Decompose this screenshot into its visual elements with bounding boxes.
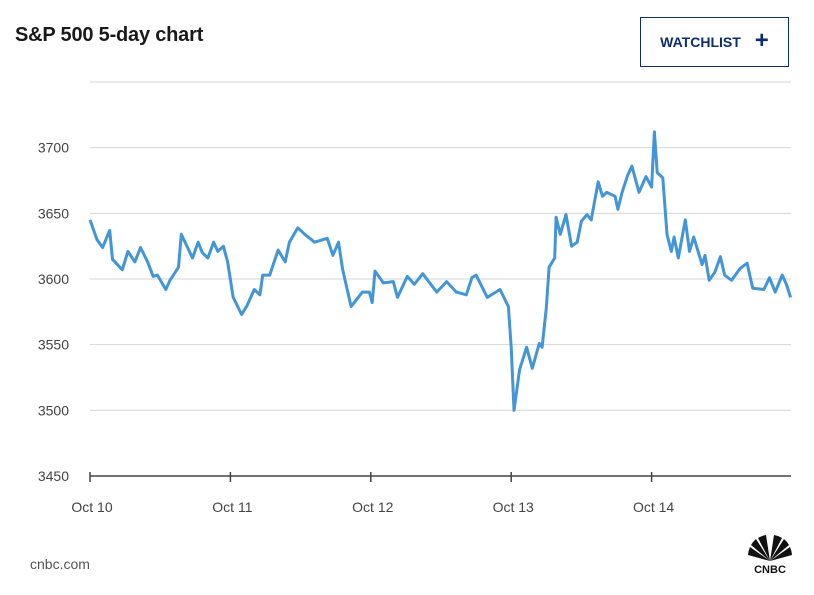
- plus-icon: +: [754, 27, 769, 54]
- y-tick-label: 3700: [38, 140, 69, 156]
- x-tick-label: Oct 11: [212, 499, 252, 515]
- chart-title: S&P 500 5-day chart: [15, 24, 204, 46]
- y-tick-label: 3450: [38, 468, 69, 484]
- y-tick-label: 3550: [38, 337, 69, 353]
- svg-text:CNBC: CNBC: [754, 564, 786, 575]
- y-tick-label: 3500: [38, 402, 69, 418]
- watchlist-button[interactable]: WATCHLIST +: [640, 17, 789, 67]
- y-tick-label: 3650: [38, 205, 69, 221]
- x-tick-label: Oct 10: [71, 499, 112, 515]
- watchlist-label: WATCHLIST: [660, 34, 741, 50]
- x-tick-label: Oct 14: [633, 499, 674, 515]
- x-tick-label: Oct 12: [352, 499, 393, 515]
- series-line: [88, 130, 793, 412]
- source-label: cnbc.com: [30, 556, 90, 572]
- cnbc-logo: CNBC: [748, 535, 792, 575]
- x-tick-label: Oct 13: [493, 499, 534, 515]
- y-tick-label: 3600: [38, 271, 69, 287]
